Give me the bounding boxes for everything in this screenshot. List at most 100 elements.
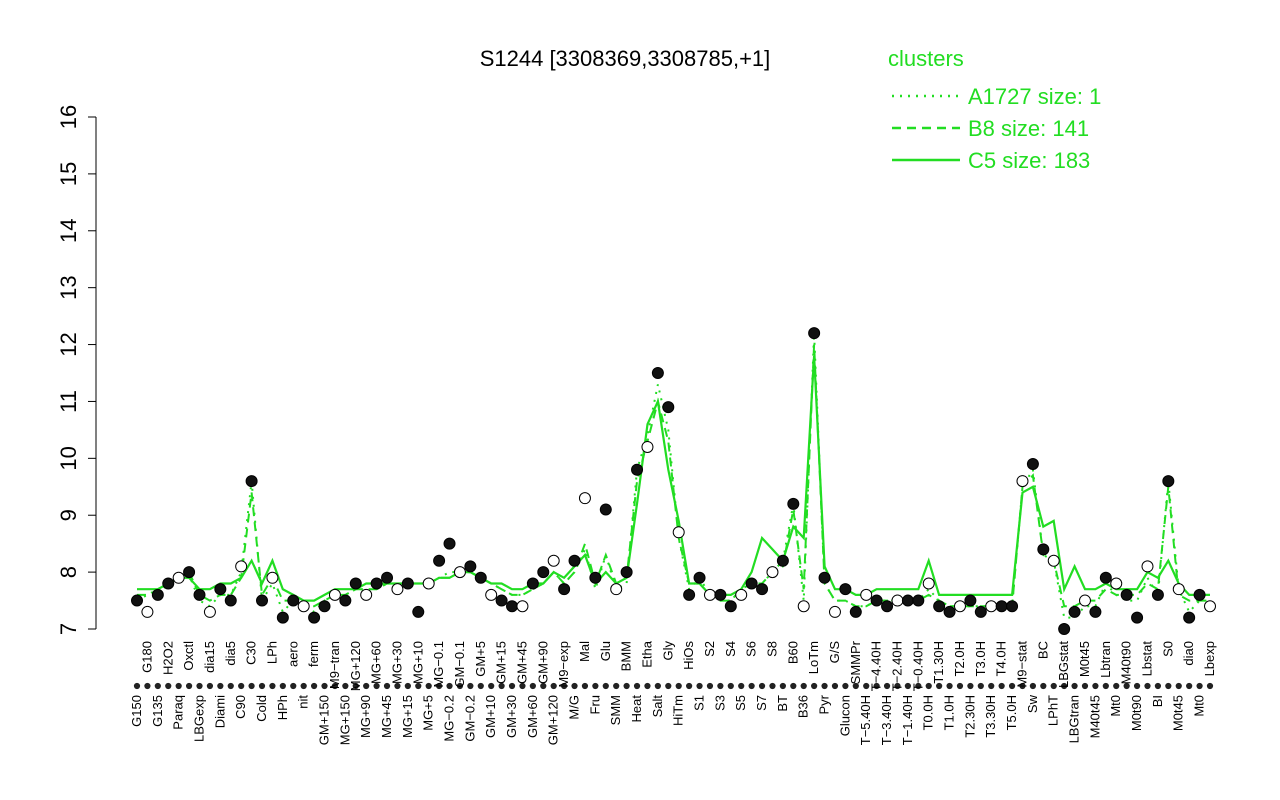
series-line-dotted bbox=[136, 333, 1210, 619]
x-tick-marker bbox=[675, 682, 682, 690]
data-point bbox=[714, 588, 727, 601]
x-tick-label: B36 bbox=[796, 695, 811, 718]
data-point bbox=[901, 594, 914, 607]
x-tick-marker bbox=[1019, 682, 1026, 690]
x-upper-label: T3.0H bbox=[973, 641, 988, 676]
x-tick-marker bbox=[425, 682, 432, 690]
x-tick-marker bbox=[436, 682, 443, 690]
data-point bbox=[1016, 475, 1029, 488]
data-point bbox=[662, 401, 675, 414]
x-tick-label: MG+90 bbox=[358, 695, 373, 738]
x-tick-marker bbox=[633, 682, 641, 690]
x-tick-marker bbox=[769, 682, 776, 690]
x-tick-label: LBGtran bbox=[1067, 695, 1082, 743]
x-tick-label: LBGexp bbox=[192, 695, 207, 742]
x-upper-label: dia15 bbox=[202, 641, 217, 673]
x-tick-marker bbox=[936, 682, 943, 690]
x-tick-label: S7 bbox=[754, 695, 769, 711]
data-points bbox=[131, 327, 1216, 635]
x-tick-label: C90 bbox=[233, 695, 248, 719]
data-point bbox=[1006, 600, 1019, 613]
x-axis-upper-labels: G180 H2O2 Oxctl dia15 dia5 C30 LPh aero ferm M9−t… bbox=[133, 640, 1217, 691]
x-upper-label: T4.0H bbox=[994, 641, 1009, 676]
x-tick-label: M0t45 bbox=[1171, 695, 1186, 731]
x-upper-label: M0t45 bbox=[1077, 641, 1092, 677]
data-point bbox=[1162, 475, 1175, 488]
x-tick-marker bbox=[842, 682, 849, 690]
data-point bbox=[339, 594, 352, 607]
data-point bbox=[485, 588, 498, 601]
x-tick-label: Sw bbox=[1025, 694, 1040, 713]
x-tick-label: GM+120 bbox=[546, 695, 561, 745]
x-tick-marker bbox=[717, 682, 724, 690]
data-point bbox=[506, 600, 519, 613]
x-tick-label: BI bbox=[1150, 695, 1165, 707]
x-tick-marker bbox=[258, 682, 266, 690]
x-tick-marker bbox=[206, 682, 214, 690]
x-tick-marker bbox=[373, 682, 380, 690]
data-point bbox=[318, 600, 331, 613]
data-point bbox=[516, 600, 529, 613]
data-point bbox=[620, 566, 633, 579]
x-upper-label: G/S bbox=[827, 641, 842, 664]
x-tick-marker bbox=[227, 682, 234, 690]
data-point bbox=[183, 566, 196, 579]
legend-label: C5 size: 183 bbox=[968, 148, 1090, 173]
legend-label: A1727 size: 1 bbox=[968, 84, 1101, 109]
x-tick-marker bbox=[686, 682, 693, 690]
x-tick-marker bbox=[238, 682, 245, 690]
x-tick-marker bbox=[863, 682, 870, 690]
x-tick-label: T0.0H bbox=[921, 695, 936, 730]
data-point bbox=[839, 583, 852, 596]
x-tick-label: MG+45 bbox=[379, 695, 394, 738]
x-tick-label: T−5.40H bbox=[858, 695, 873, 745]
y-tick-label: 14 bbox=[56, 219, 81, 243]
data-point bbox=[1058, 623, 1071, 635]
x-tick-marker bbox=[800, 682, 807, 690]
data-point bbox=[1183, 611, 1196, 624]
x-tick-marker bbox=[1113, 682, 1120, 690]
x-tick-label: T5.0H bbox=[1004, 695, 1019, 730]
x-tick-marker bbox=[1050, 682, 1057, 690]
x-tick-marker bbox=[561, 682, 568, 690]
x-tick-marker bbox=[144, 682, 151, 690]
x-upper-label: GM+45 bbox=[514, 641, 529, 684]
data-point bbox=[703, 588, 716, 601]
data-point bbox=[881, 600, 894, 613]
x-tick-label: S1 bbox=[692, 695, 707, 711]
x-tick-marker bbox=[613, 682, 620, 690]
x-tick-marker bbox=[279, 682, 286, 690]
data-point bbox=[849, 605, 862, 618]
data-point bbox=[474, 571, 487, 584]
y-tick-label: 15 bbox=[56, 162, 81, 186]
x-tick-marker bbox=[623, 682, 630, 690]
x-tick-label: T1.0H bbox=[942, 695, 957, 730]
x-tick-marker bbox=[1123, 682, 1130, 690]
data-point bbox=[1204, 600, 1216, 613]
data-point bbox=[1026, 458, 1039, 471]
data-point bbox=[1047, 554, 1060, 567]
data-point bbox=[162, 577, 175, 590]
x-tick-label: S5 bbox=[733, 695, 748, 711]
x-tick-label: Fru bbox=[587, 695, 602, 715]
data-point bbox=[235, 560, 248, 573]
x-tick-marker bbox=[498, 682, 505, 690]
x-tick-marker bbox=[133, 682, 141, 690]
series-line-dashed bbox=[137, 344, 1210, 608]
x-tick-marker bbox=[1029, 682, 1037, 690]
data-point bbox=[953, 600, 966, 613]
x-tick-marker bbox=[915, 682, 922, 690]
x-tick-marker bbox=[415, 682, 422, 690]
x-tick-marker bbox=[269, 682, 276, 690]
data-point bbox=[308, 611, 321, 624]
data-point bbox=[1193, 588, 1206, 601]
x-upper-label: Oxctl bbox=[181, 641, 196, 671]
data-point bbox=[599, 503, 612, 516]
data-point bbox=[589, 571, 602, 584]
data-point bbox=[141, 605, 154, 618]
x-upper-label: S6 bbox=[744, 641, 759, 657]
series-line-solid bbox=[137, 355, 1210, 602]
y-tick-label: 8 bbox=[56, 566, 81, 578]
x-tick-label: nit bbox=[296, 695, 311, 709]
